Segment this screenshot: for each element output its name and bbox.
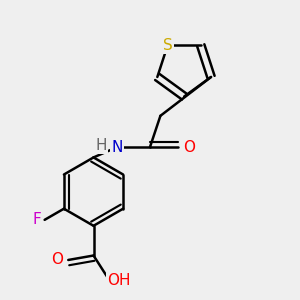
Text: N: N bbox=[112, 140, 123, 154]
Text: S: S bbox=[163, 38, 172, 53]
Text: H: H bbox=[95, 138, 107, 153]
Text: OH: OH bbox=[107, 273, 131, 288]
Text: F: F bbox=[33, 212, 42, 227]
Text: O: O bbox=[184, 140, 196, 154]
Text: O: O bbox=[51, 253, 63, 268]
